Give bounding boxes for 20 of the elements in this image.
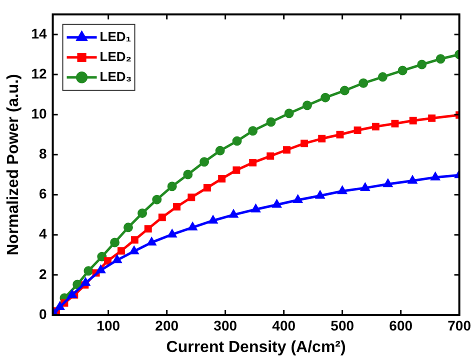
x-axis-title: Current Density (A/cm²) xyxy=(166,338,346,356)
y-tick-label: 2 xyxy=(38,266,47,282)
y-tick-label: 8 xyxy=(38,146,47,162)
x-tick-label: 600 xyxy=(389,317,413,334)
y-tick-label: 6 xyxy=(38,186,47,202)
y-tick-label: 0 xyxy=(38,306,47,322)
y-tick-label: 12 xyxy=(31,65,47,82)
y-tick-label: 10 xyxy=(31,105,47,122)
x-tick-label: 100 xyxy=(96,317,120,334)
y-tick-label: 4 xyxy=(38,226,47,242)
legend-label: LED₁ xyxy=(100,28,132,44)
x-tick-label: 400 xyxy=(272,317,296,334)
legend-label: LED₂ xyxy=(100,48,132,64)
x-tick-label: 200 xyxy=(155,317,179,334)
legend-label: LED₃ xyxy=(100,68,132,84)
x-tick-label: 300 xyxy=(214,317,238,334)
x-tick-label: 700 xyxy=(448,317,472,334)
y-axis-title: Normalized Power (a.u.) xyxy=(5,74,22,256)
y-tick-label: 14 xyxy=(31,25,47,42)
x-tick-label: 500 xyxy=(330,317,354,334)
